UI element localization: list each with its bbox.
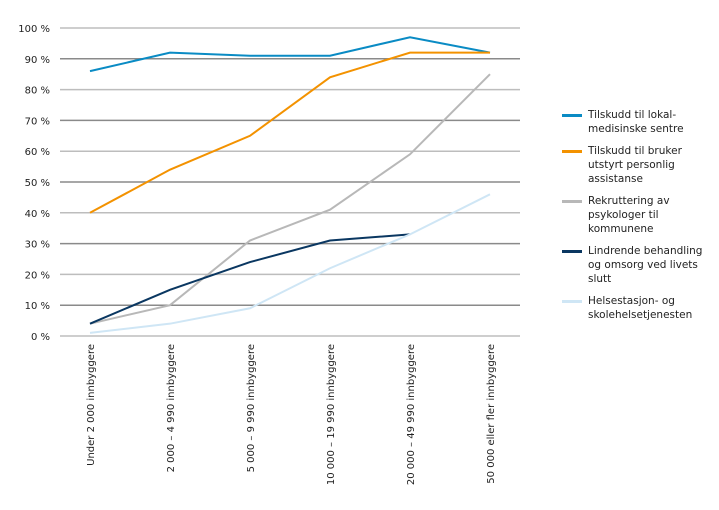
y-tick-label: 90 % <box>25 55 50 66</box>
x-tick-label: 50 000 eller fler innbyggere <box>486 344 497 484</box>
y-tick-label: 60 % <box>25 147 50 158</box>
x-tick-label: 5 000 – 9 990 innbyggere <box>246 344 257 472</box>
legend-swatch <box>562 150 582 153</box>
legend-item: Tilskudd til lokal-medisinske sentre <box>562 108 717 136</box>
legend-label: Tilskudd til bruker utstyrt personlig as… <box>588 145 682 185</box>
y-tick-label: 20 % <box>25 270 50 281</box>
legend-item: Helsestasjon- og skolehelsetjenesten <box>562 294 717 322</box>
y-tick-label: 50 % <box>25 178 50 189</box>
legend-label: Rekruttering av psykologer til kommunene <box>588 195 670 235</box>
x-tick-label: Under 2 000 innbyggere <box>86 344 97 466</box>
y-tick-label: 0 % <box>31 332 50 343</box>
legend-label: Helsestasjon- og skolehelsetjenesten <box>588 295 693 321</box>
legend-item: Tilskudd til bruker utstyrt personlig as… <box>562 144 717 186</box>
y-tick-label: 10 % <box>25 301 50 312</box>
legend-swatch <box>562 250 582 253</box>
legend-item: Lindrende behandling og omsorg ved livet… <box>562 244 717 286</box>
y-tick-label: 30 % <box>25 240 50 251</box>
x-tick-label: 10 000 – 19 990 innbyggere <box>326 344 337 485</box>
series-line-1 <box>89 51 490 214</box>
legend-item: Rekruttering av psykologer til kommunene <box>562 194 717 236</box>
legend: Tilskudd til lokal-medisinske sentre Tils… <box>562 108 717 330</box>
y-tick-label: 40 % <box>25 209 50 220</box>
legend-swatch <box>562 114 582 117</box>
x-tick-label: 20 000 – 49 990 innbyggere <box>406 344 417 485</box>
legend-swatch <box>562 300 582 303</box>
y-tick-label: 80 % <box>25 86 50 97</box>
legend-swatch <box>562 200 582 203</box>
series-line-0 <box>89 36 491 73</box>
x-tick-label: 2 000 – 4 990 innbyggere <box>166 344 177 472</box>
y-tick-label: 70 % <box>25 116 50 127</box>
series-line-3 <box>89 233 411 325</box>
series-line-2 <box>89 73 491 325</box>
y-tick-label: 100 % <box>18 24 50 35</box>
legend-label: Lindrende behandling og omsorg ved livet… <box>588 245 703 285</box>
series-line-4 <box>89 193 491 334</box>
legend-label: Tilskudd til lokal-medisinske sentre <box>588 109 684 135</box>
